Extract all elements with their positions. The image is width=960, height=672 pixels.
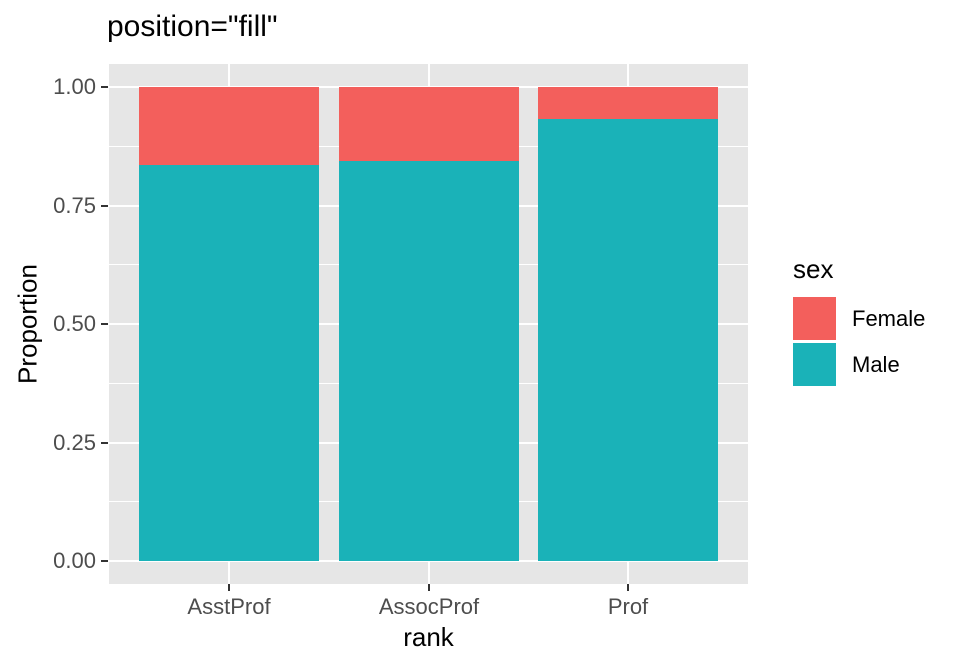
y-tick-label: 0.50: [53, 311, 96, 336]
x-axis-tick: [627, 584, 629, 591]
legend-label-male: Male: [852, 351, 900, 377]
y-axis-tick: [101, 323, 108, 325]
x-tick-label-assocprof: AssocProf: [378, 594, 480, 619]
legend-key-female: [793, 297, 836, 340]
legend-entry-female: Female: [793, 297, 925, 340]
y-tick-label: 0.75: [53, 192, 96, 218]
bar-segment-assocprof-male: [339, 160, 519, 561]
plot-title: position="fill": [107, 10, 278, 43]
x-tick-label-asstprof: AsstProf: [187, 594, 271, 619]
x-axis-tick: [428, 584, 430, 591]
y-axis-tick: [101, 560, 108, 562]
legend-label-female: Female: [852, 305, 926, 331]
bar-assocprof: [339, 87, 519, 561]
legend-entry-male: Male: [793, 343, 925, 386]
y-axis-tick: [101, 86, 108, 88]
bar-segment-asstprof-male: [139, 164, 319, 561]
chart-panel: [109, 64, 748, 584]
legend: sex Female Male: [793, 254, 925, 389]
y-tick-label: 0.25: [53, 429, 96, 455]
legend-entries: Female Male: [793, 297, 925, 386]
y-axis-tick: [101, 441, 108, 444]
gridline-major: [109, 560, 748, 562]
y-axis-tick: [101, 204, 108, 207]
legend-key-male: [793, 343, 836, 386]
x-axis-title: rank: [403, 622, 454, 652]
bar-segment-asstprof-female: [139, 87, 319, 165]
y-tick-label: 0.00: [53, 548, 96, 573]
bar-segment-prof-female: [538, 87, 718, 120]
y-tick-label: 1.00: [53, 74, 96, 99]
bar-segment-prof-male: [538, 119, 718, 561]
x-axis-tick: [228, 584, 230, 591]
bar-asstprof: [139, 87, 319, 561]
bar-segment-assocprof-female: [339, 87, 519, 161]
legend-title: sex: [793, 254, 834, 284]
x-tick-label-prof: Prof: [607, 594, 649, 619]
bar-prof: [538, 87, 718, 561]
